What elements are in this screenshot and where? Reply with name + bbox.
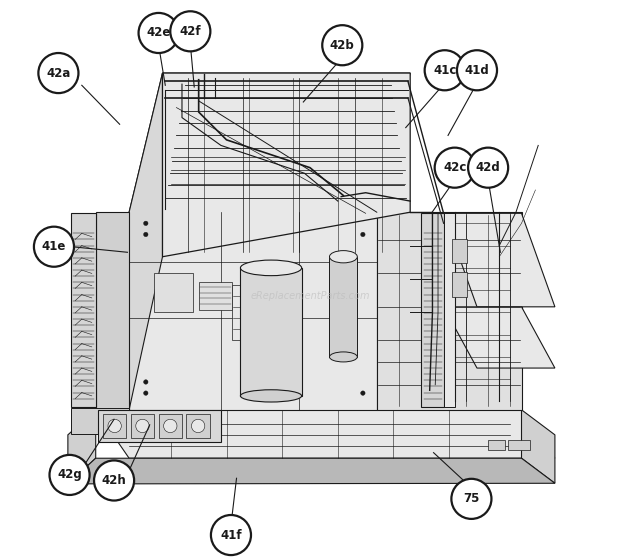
Text: 41c: 41c [433,64,456,77]
Polygon shape [129,73,162,410]
Circle shape [361,391,365,395]
Polygon shape [187,413,210,438]
Polygon shape [71,213,95,407]
Polygon shape [71,408,129,434]
Polygon shape [488,440,505,450]
Polygon shape [154,273,193,312]
Polygon shape [241,268,302,396]
Ellipse shape [241,390,302,402]
Circle shape [144,232,148,237]
Polygon shape [443,213,454,407]
Polygon shape [198,282,232,310]
Text: 41e: 41e [42,240,66,253]
Circle shape [361,232,365,237]
Text: 41d: 41d [464,64,489,77]
Polygon shape [508,440,530,450]
Circle shape [468,148,508,187]
Circle shape [144,380,148,384]
Circle shape [144,391,148,395]
Polygon shape [99,424,121,437]
Polygon shape [443,307,555,368]
Polygon shape [99,410,221,441]
Text: 42g: 42g [57,468,82,482]
Circle shape [192,419,205,432]
Polygon shape [422,213,443,407]
Circle shape [425,50,465,90]
Polygon shape [95,212,129,410]
Polygon shape [68,410,95,484]
Circle shape [435,148,475,187]
Polygon shape [159,413,182,438]
Text: 42a: 42a [46,66,71,80]
Polygon shape [131,413,154,438]
Circle shape [94,460,134,501]
Polygon shape [232,285,254,340]
Circle shape [322,25,362,65]
Text: 42d: 42d [476,161,500,174]
Circle shape [136,419,149,432]
Ellipse shape [329,251,357,263]
Polygon shape [443,213,555,307]
Polygon shape [452,239,467,263]
Polygon shape [377,212,521,410]
Circle shape [164,419,177,432]
Circle shape [170,11,210,51]
Polygon shape [162,73,410,257]
Polygon shape [329,257,357,357]
Ellipse shape [241,260,302,276]
Text: 42f: 42f [180,25,201,38]
Circle shape [38,53,79,93]
Circle shape [211,515,251,555]
Circle shape [451,479,492,519]
Polygon shape [68,458,555,484]
Text: 42b: 42b [330,39,355,52]
Polygon shape [521,410,555,483]
Circle shape [108,419,122,432]
Text: eReplacementParts.com: eReplacementParts.com [250,291,370,301]
Circle shape [457,50,497,90]
Circle shape [144,221,148,225]
Text: 75: 75 [463,492,480,506]
Ellipse shape [329,352,357,362]
Polygon shape [129,73,410,212]
Polygon shape [129,212,377,410]
Text: 42c: 42c [443,161,466,174]
Text: 41f: 41f [220,528,242,542]
Circle shape [138,13,179,53]
Polygon shape [95,410,555,458]
Circle shape [50,455,89,495]
Text: 42h: 42h [102,474,126,487]
Polygon shape [103,413,126,438]
Polygon shape [452,272,467,297]
Circle shape [34,227,74,267]
Text: 42e: 42e [146,26,170,40]
